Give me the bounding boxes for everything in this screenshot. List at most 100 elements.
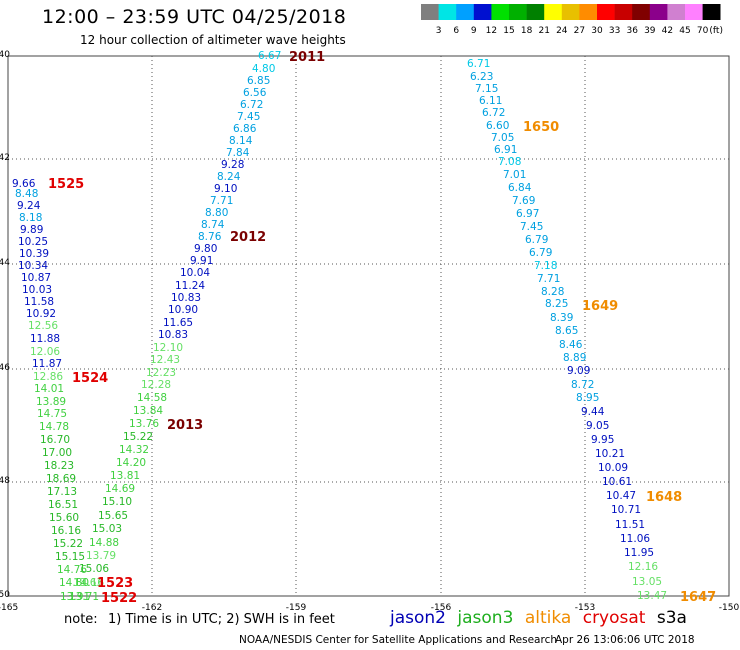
colorbar-label: 45 (679, 26, 690, 36)
wave-height-value: 12.43 (150, 354, 180, 366)
wave-height-value: 15.22 (53, 538, 83, 550)
wave-height-value: 6.72 (482, 107, 505, 119)
colorbar-swatch (579, 4, 598, 20)
wave-height-value: 18.23 (44, 460, 74, 472)
wave-height-value: 8.18 (19, 212, 42, 224)
wave-height-value: 11.51 (615, 519, 645, 531)
wave-height-value: 6.11 (479, 95, 502, 107)
wave-height-value: 11.95 (624, 547, 654, 559)
wave-height-value: 7.84 (226, 147, 250, 159)
wave-height-value: 8.48 (15, 188, 38, 200)
latitude-tick-label: -50 (0, 590, 10, 600)
footer-timestamp: Apr 26 13:06:06 UTC 2018 (555, 634, 695, 646)
wave-height-value: 9.89 (20, 224, 43, 236)
wave-height-value: 8.72 (571, 379, 594, 391)
wave-height-value: 15.03 (92, 523, 122, 535)
wave-height-value: 9.24 (17, 200, 41, 212)
wave-height-value: 8.24 (217, 171, 241, 183)
colorbar-label: 33 (609, 26, 620, 36)
wave-height-value: 14.75 (37, 408, 67, 420)
colorbar-swatch (491, 4, 510, 20)
wave-height-value: 7.18 (534, 260, 557, 272)
wave-height-value: 6.86 (233, 123, 257, 135)
map-title: 12:00 – 23:59 UTC 04/25/2018 (42, 6, 347, 28)
wave-height-value: 10.03 (22, 284, 52, 296)
colorbar-label: 3 (436, 26, 442, 36)
wave-height-value: 6.84 (508, 182, 532, 194)
wave-height-value: 15.65 (98, 510, 128, 522)
wave-height-value: 10.92 (26, 308, 56, 320)
track-time-label: 1647 (680, 590, 716, 605)
colorbar-label: 70 (697, 26, 709, 36)
colorbar-label: 30 (591, 26, 603, 36)
wave-height-value: 14.88 (89, 537, 119, 549)
colorbar-swatch (649, 4, 668, 20)
wave-height-value: 8.95 (576, 392, 599, 404)
wave-height-value: 13.05 (632, 576, 662, 588)
wave-height-value: 12.16 (628, 561, 658, 573)
colorbar-swatch (421, 4, 439, 20)
wave-height-value: 9.66 (12, 178, 36, 190)
wave-height-value: 9.95 (591, 434, 614, 446)
longitude-tick-label: -162 (142, 603, 162, 612)
wave-height-value: 6.72 (240, 99, 263, 111)
longitude-tick-label: -156 (431, 603, 452, 612)
wave-height-value: 7.45 (520, 221, 543, 233)
wave-height-value: 14.78 (39, 421, 69, 433)
track-time-label: 1524 (72, 371, 108, 386)
wave-height-value: 6.60 (486, 120, 509, 132)
colorbar-swatch (702, 4, 721, 20)
wave-height-value: 7.69 (512, 195, 535, 207)
wave-height-value: 11.87 (32, 358, 62, 370)
wave-height-value: 10.71 (611, 504, 641, 516)
wave-height-value: 10.87 (21, 272, 51, 284)
wave-height-value: 15.10 (102, 496, 132, 508)
colorbar-label: 12 (486, 26, 497, 36)
wave-height-value: 10.83 (158, 329, 188, 341)
wave-height-value: 11.24 (175, 280, 205, 292)
note-label: note: (64, 612, 98, 627)
colorbar-swatch (438, 4, 457, 20)
wave-height-value: 7.01 (503, 169, 526, 181)
wave-height-value: 18.69 (46, 473, 76, 485)
colorbar-unit: (ft) (709, 26, 723, 36)
wave-height-value: 14.16 (74, 577, 104, 589)
wave-height-value: 13.89 (36, 396, 66, 408)
colorbar-swatch (456, 4, 475, 20)
wave-height-value: 12.86 (33, 371, 63, 383)
longitude-tick-label: -159 (286, 603, 307, 612)
wave-height-value: 8.65 (555, 325, 578, 337)
colorbar-swatch (614, 4, 633, 20)
wave-height-value: 10.25 (18, 236, 48, 248)
wave-height-value: 10.83 (171, 292, 201, 304)
wave-height-value: 6.85 (247, 75, 270, 87)
latitude-tick-label: -44 (0, 258, 10, 268)
track-time-label: 2012 (230, 230, 266, 245)
wave-height-value: 6.79 (525, 234, 548, 246)
map-frame (7, 55, 730, 597)
track-time-label: 1649 (582, 299, 618, 314)
wave-height-value: 7.08 (498, 156, 521, 168)
wave-height-value: 9.09 (567, 365, 590, 377)
wave-height-value: 8.25 (545, 298, 568, 310)
wave-height-value: 8.28 (541, 286, 564, 298)
colorbar-swatch (509, 4, 527, 20)
wave-height-value: 6.91 (494, 144, 517, 156)
wave-height-value: 14.20 (116, 457, 146, 469)
wave-height-value: 9.80 (194, 243, 217, 255)
colorbar-label: 27 (574, 26, 585, 36)
wave-height-value: 15.06 (79, 563, 109, 575)
wave-height-value: 13.91 (60, 591, 90, 603)
wave-height-value: 12.06 (30, 346, 60, 358)
longitude-tick-label: -165 (0, 603, 18, 612)
latitude-tick-label: -48 (0, 476, 10, 486)
wave-height-value: 6.67 (258, 50, 281, 62)
colorbar-label: 15 (503, 26, 514, 36)
wave-height-value: 13.71 (69, 591, 99, 603)
wave-height-value: 10.47 (606, 490, 636, 502)
footer-credit: NOAA/NESDIS Center for Satellite Applica… (239, 634, 557, 646)
wave-height-value: 14.01 (34, 383, 64, 395)
wave-height-value: 10.21 (595, 448, 625, 460)
map-subtitle: 12 hour collection of altimeter wave hei… (80, 33, 346, 47)
wave-height-value: 7.45 (237, 111, 260, 123)
